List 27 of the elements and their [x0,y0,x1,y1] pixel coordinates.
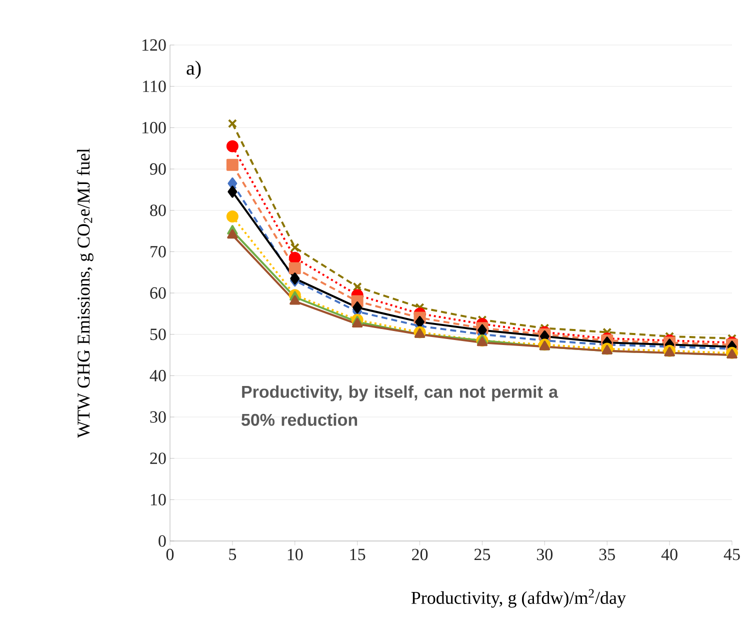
annotation: Productivity, by itself, can not permit a 50% reduction [241,385,558,426]
y-tick-label: 70 [150,246,166,258]
x-tick-label: 45 [724,548,740,560]
x-axis-title: Productivity, g (afdw)/m$^{2}$/day [411,589,626,608]
y-tick-label: 20 [150,452,166,464]
y-tick-label: 120 [142,39,166,51]
x-tick-label: 15 [350,548,366,560]
y-tick-label: 30 [150,411,166,423]
y-tick-label: 40 [150,370,166,382]
y-tick-label: 110 [143,80,166,92]
x-tick-label: 35 [599,548,615,560]
y-tick-label: 90 [150,163,166,175]
y-tick-label: 60 [150,287,166,299]
x-tick-label: 30 [536,548,553,560]
x-tick-label: 0 [166,548,174,560]
y-axis-title: WTW GHG Emissions, g CO$_{2}$e/MJ fuel [76,148,94,438]
x-tick-label: 5 [229,548,236,560]
x-tick-label: 10 [288,548,303,560]
y-tick-label: 10 [150,494,166,506]
annotation: a) [186,60,201,79]
y-tick-label: 0 [158,535,166,547]
x-tick-label: 40 [661,548,678,560]
y-tick-label: 80 [150,204,166,216]
x-tick-label: 20 [412,548,428,560]
y-tick-label: 100 [142,122,166,134]
y-tick-label: 50 [150,328,166,340]
x-tick-label: 25 [474,548,490,560]
